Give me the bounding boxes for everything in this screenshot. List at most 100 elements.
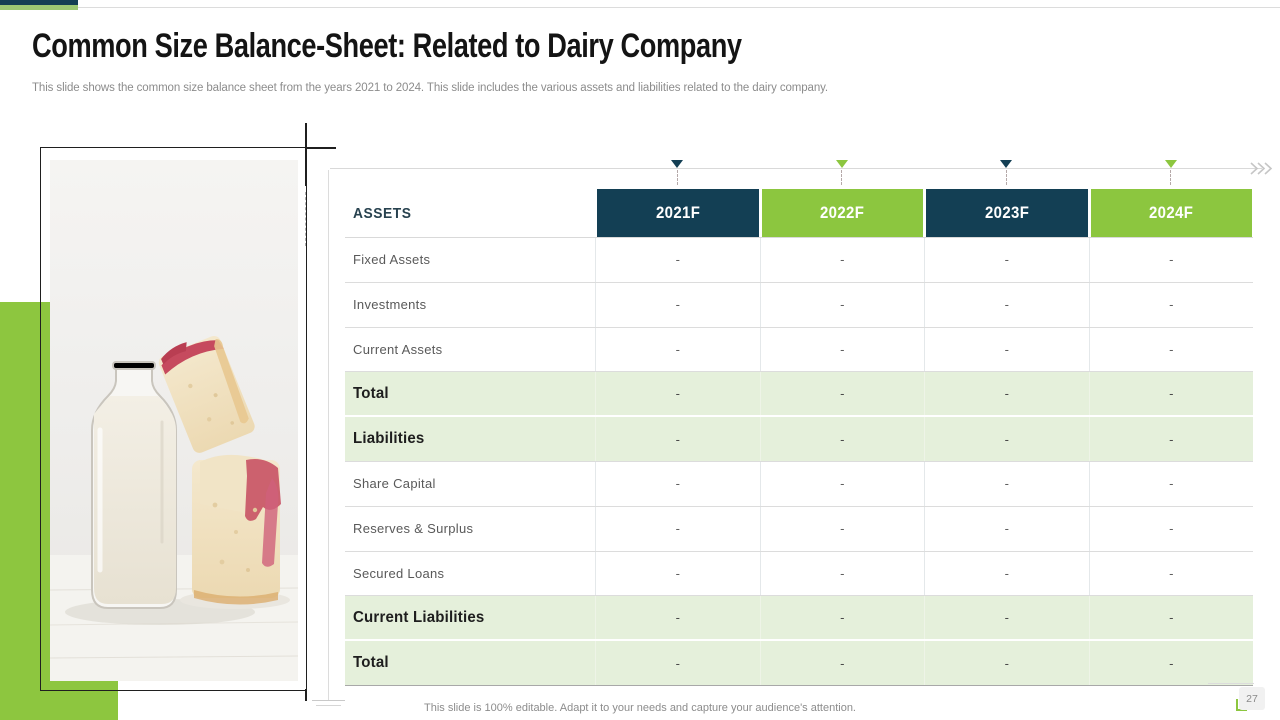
page-corner-accent-icon (1236, 699, 1247, 711)
value-cell: - (1088, 506, 1254, 551)
row-label-cell: Fixed Assets (345, 238, 595, 282)
marker-triangle-icon (1000, 160, 1013, 168)
value-cell: - (759, 238, 925, 282)
row-label: Secured Loans (353, 565, 445, 581)
table-row: Total - - - - (345, 372, 1254, 418)
footer-note: This slide is 100% editable. Adapt it to… (424, 702, 856, 714)
top-accent-navy-bar (0, 0, 78, 5)
slide-title: Common Size Balance-Sheet: Related to Da… (32, 27, 742, 65)
row-label-cell: Secured Loans (345, 552, 595, 596)
value-cell: - (1088, 417, 1254, 461)
value-cell: - (759, 372, 925, 416)
table-row: Investments - - - - (345, 282, 1253, 328)
marker-dashed-connector (1170, 170, 1172, 185)
row-label-cell: Reserves & Surplus (345, 507, 595, 551)
crosshair-dashed-line (305, 192, 306, 246)
year-label: 2024F (1149, 203, 1194, 222)
row-label-cell: Share Capital (345, 462, 595, 506)
value-cell: - (1088, 596, 1254, 640)
balance-sheet-table: ASSETS 2021F 2022F 2023F 2024F Fixed Assets… (345, 189, 1253, 686)
top-accent-green-bar (0, 5, 78, 10)
timeline-marker-2023F (924, 158, 1089, 189)
value-cell: - (924, 641, 1089, 685)
row-label-cell: Current Liabilities (345, 596, 595, 639)
section-divider-line (328, 170, 329, 700)
top-hairline (0, 7, 1280, 8)
marker-triangle-icon (835, 160, 848, 168)
row-label-cell: Investments (345, 283, 595, 327)
marker-dashed-connector (676, 170, 678, 185)
row-label-cell: Liabilities (345, 417, 595, 461)
value-cell: - (595, 372, 760, 416)
dairy-photo (50, 160, 298, 681)
value-cell: - (924, 417, 1089, 461)
header-cell-year-2023F: 2023F (926, 189, 1088, 237)
value-cell: - (1088, 372, 1254, 416)
marker-dashed-connector (1005, 170, 1007, 185)
timeline-line (330, 168, 1262, 169)
row-label-cell: Total (345, 641, 595, 685)
value-cell: - (595, 506, 760, 551)
value-cell: - (595, 417, 760, 461)
value-cell: - (759, 596, 925, 640)
table-row: Reserves & Surplus - - - - (345, 506, 1254, 552)
table-row: Secured Loans - - - - (345, 551, 1254, 597)
value-cell: - (1088, 461, 1254, 506)
row-label: Fixed Assets (353, 252, 431, 268)
table-row: Current Assets - - - - (345, 327, 1254, 373)
value-cell: - (759, 282, 925, 327)
page-number: 27 (1239, 687, 1265, 710)
value-cell: - (924, 596, 1089, 640)
divider-bottom-tick-2 (316, 705, 341, 706)
row-label: Investments (353, 297, 427, 313)
crosshair-vertical-line (305, 123, 307, 186)
value-cell: - (759, 461, 925, 506)
value-cell: - (759, 417, 925, 461)
value-cell: - (1088, 327, 1254, 372)
table-row: Total - - - - (345, 641, 1253, 686)
year-label: 2023F (984, 203, 1029, 222)
value-cell: - (1088, 238, 1254, 282)
value-cell: - (1088, 551, 1254, 596)
table-body: Fixed Assets - - - - Investments - - - - Current A… (345, 238, 1253, 686)
row-label: Liabilities (353, 430, 425, 448)
value-cell: - (924, 461, 1089, 506)
photo-frame (40, 147, 307, 691)
page-number-tick-line (1208, 683, 1254, 684)
timeline-marker-2024F (1089, 158, 1254, 189)
value-cell: - (924, 238, 1089, 282)
row-label: Total (353, 654, 389, 672)
timeline-marker-2022F (760, 158, 925, 189)
year-label: 2022F (820, 203, 865, 222)
marker-triangle-icon (1164, 160, 1177, 168)
value-cell: - (595, 596, 760, 640)
table-row: Current Liabilities - - - - (345, 596, 1254, 642)
chevrons-right-icon (1250, 162, 1273, 175)
row-label-cell: Current Assets (345, 328, 595, 372)
timeline-marker-2021F (595, 158, 760, 189)
frame-bottom-overshoot (305, 689, 307, 701)
table-row: Liabilities - - - - (345, 417, 1253, 462)
value-cell: - (759, 641, 925, 685)
table-header-row: ASSETS 2021F 2022F 2023F 2024F (345, 189, 1253, 238)
row-label-cell: Total (345, 372, 595, 415)
value-cell: - (924, 551, 1089, 596)
value-cell: - (924, 327, 1089, 372)
value-cell: - (595, 238, 760, 282)
value-cell: - (1088, 641, 1254, 685)
row-label: Current Liabilities (353, 608, 485, 626)
value-cell: - (759, 506, 925, 551)
timeline-markers (345, 158, 1253, 189)
row-label: Reserves & Surplus (353, 521, 474, 537)
divider-bottom-tick (312, 700, 345, 701)
value-cell: - (759, 327, 925, 372)
header-cell-year-2024F: 2024F (1090, 189, 1252, 237)
milk-bottle (91, 361, 177, 609)
slide-subtitle: This slide shows the common size balance… (32, 82, 829, 94)
row-label: Share Capital (353, 476, 436, 492)
table-row: Share Capital - - - - (345, 461, 1254, 507)
value-cell: - (595, 461, 760, 506)
header-cell-year-2022F: 2022F (761, 189, 923, 237)
crosshair-horizontal-line (306, 147, 336, 149)
marker-triangle-icon (671, 160, 684, 168)
